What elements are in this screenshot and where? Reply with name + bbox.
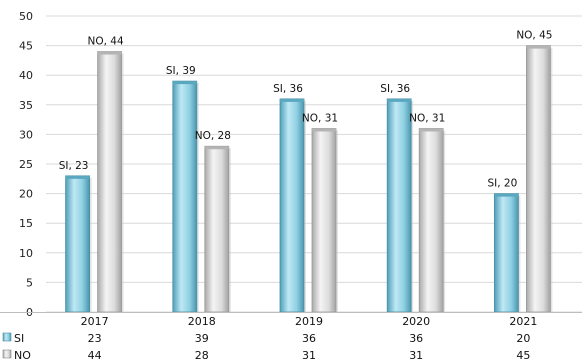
- bar-no-2019: [311, 128, 337, 313]
- legend-label-no: NO: [14, 349, 31, 362]
- legend-label-si: SI: [14, 332, 24, 345]
- y-tick-label: 15: [19, 217, 33, 230]
- bars: [65, 45, 553, 313]
- y-tick-label: 30: [19, 128, 33, 141]
- bar-no-2018: [204, 145, 230, 313]
- bar-cap: [387, 98, 412, 102]
- data-label-no-2018: NO, 28: [195, 130, 231, 142]
- bar-cap: [494, 193, 519, 197]
- y-tick-label: 50: [19, 10, 33, 23]
- y-tick-label: 45: [19, 40, 33, 53]
- data-label-no-2020: NO, 31: [409, 112, 445, 124]
- table-cell: 39: [195, 332, 209, 345]
- bar-cap: [172, 81, 197, 85]
- table-cell: 36: [409, 332, 423, 345]
- bar-si-2017: [65, 175, 90, 313]
- y-tick-label: 35: [19, 99, 33, 112]
- data-label-si-2019: SI, 36: [273, 83, 303, 95]
- x-tick-label: 2018: [188, 315, 216, 328]
- y-tick-label: 40: [19, 69, 33, 82]
- bar-si-2019: [279, 98, 305, 313]
- data-label-no-2017: NO, 44: [88, 36, 124, 48]
- x-tick-label: 2019: [295, 315, 323, 328]
- y-tick-label: 25: [19, 158, 33, 171]
- bar-cap: [97, 51, 122, 55]
- data-label-si-2018: SI, 39: [166, 65, 196, 77]
- y-tick-label: 10: [19, 247, 33, 260]
- bar-si-2020: [386, 98, 412, 313]
- bar-no-2021: [526, 45, 551, 313]
- x-tick-label: 2020: [402, 315, 430, 328]
- data-label-no-2019: NO, 31: [302, 112, 338, 124]
- bar-no-2017: [97, 51, 122, 313]
- bar-si-2021: [493, 193, 519, 313]
- data-label-si-2021: SI, 20: [487, 178, 517, 190]
- bar-cap: [65, 175, 90, 179]
- bar-cap: [280, 98, 304, 102]
- table-cell: 36: [302, 332, 316, 345]
- table-cell: 23: [88, 332, 102, 345]
- bar-cap: [204, 146, 229, 150]
- table-cell: 31: [409, 349, 423, 362]
- bar-no-2020: [418, 128, 444, 313]
- table-cell: 44: [88, 349, 102, 362]
- legend-key-si: [2, 332, 12, 342]
- table-cell: 28: [195, 349, 209, 362]
- table-cell: 20: [516, 332, 530, 345]
- bar-si-2018: [172, 80, 198, 313]
- bar-cap: [312, 128, 336, 132]
- table-cell: 31: [302, 349, 316, 362]
- y-tick-label: 20: [19, 188, 33, 201]
- legend-key-no: [2, 349, 12, 359]
- x-tick-label: 2021: [509, 315, 537, 328]
- data-label-si-2017: SI, 23: [59, 160, 89, 172]
- bar-cap: [419, 128, 444, 132]
- y-tick-label: 5: [26, 276, 33, 289]
- bar-cap: [526, 45, 551, 49]
- data-table: 2017 2018 2019 2020 2021 SI 23 39 36 36 20 NO 44 28 31…: [0, 312, 582, 362]
- data-label-si-2020: SI, 36: [380, 83, 410, 95]
- data-label-no-2021: NO, 45: [516, 30, 552, 42]
- x-tick-label: 2017: [81, 315, 109, 328]
- table-cell: 45: [516, 349, 530, 362]
- data-labels: SI, 23 NO, 44 SI, 39 NO, 28 SI, 36 NO, 31 SI, …: [59, 30, 553, 190]
